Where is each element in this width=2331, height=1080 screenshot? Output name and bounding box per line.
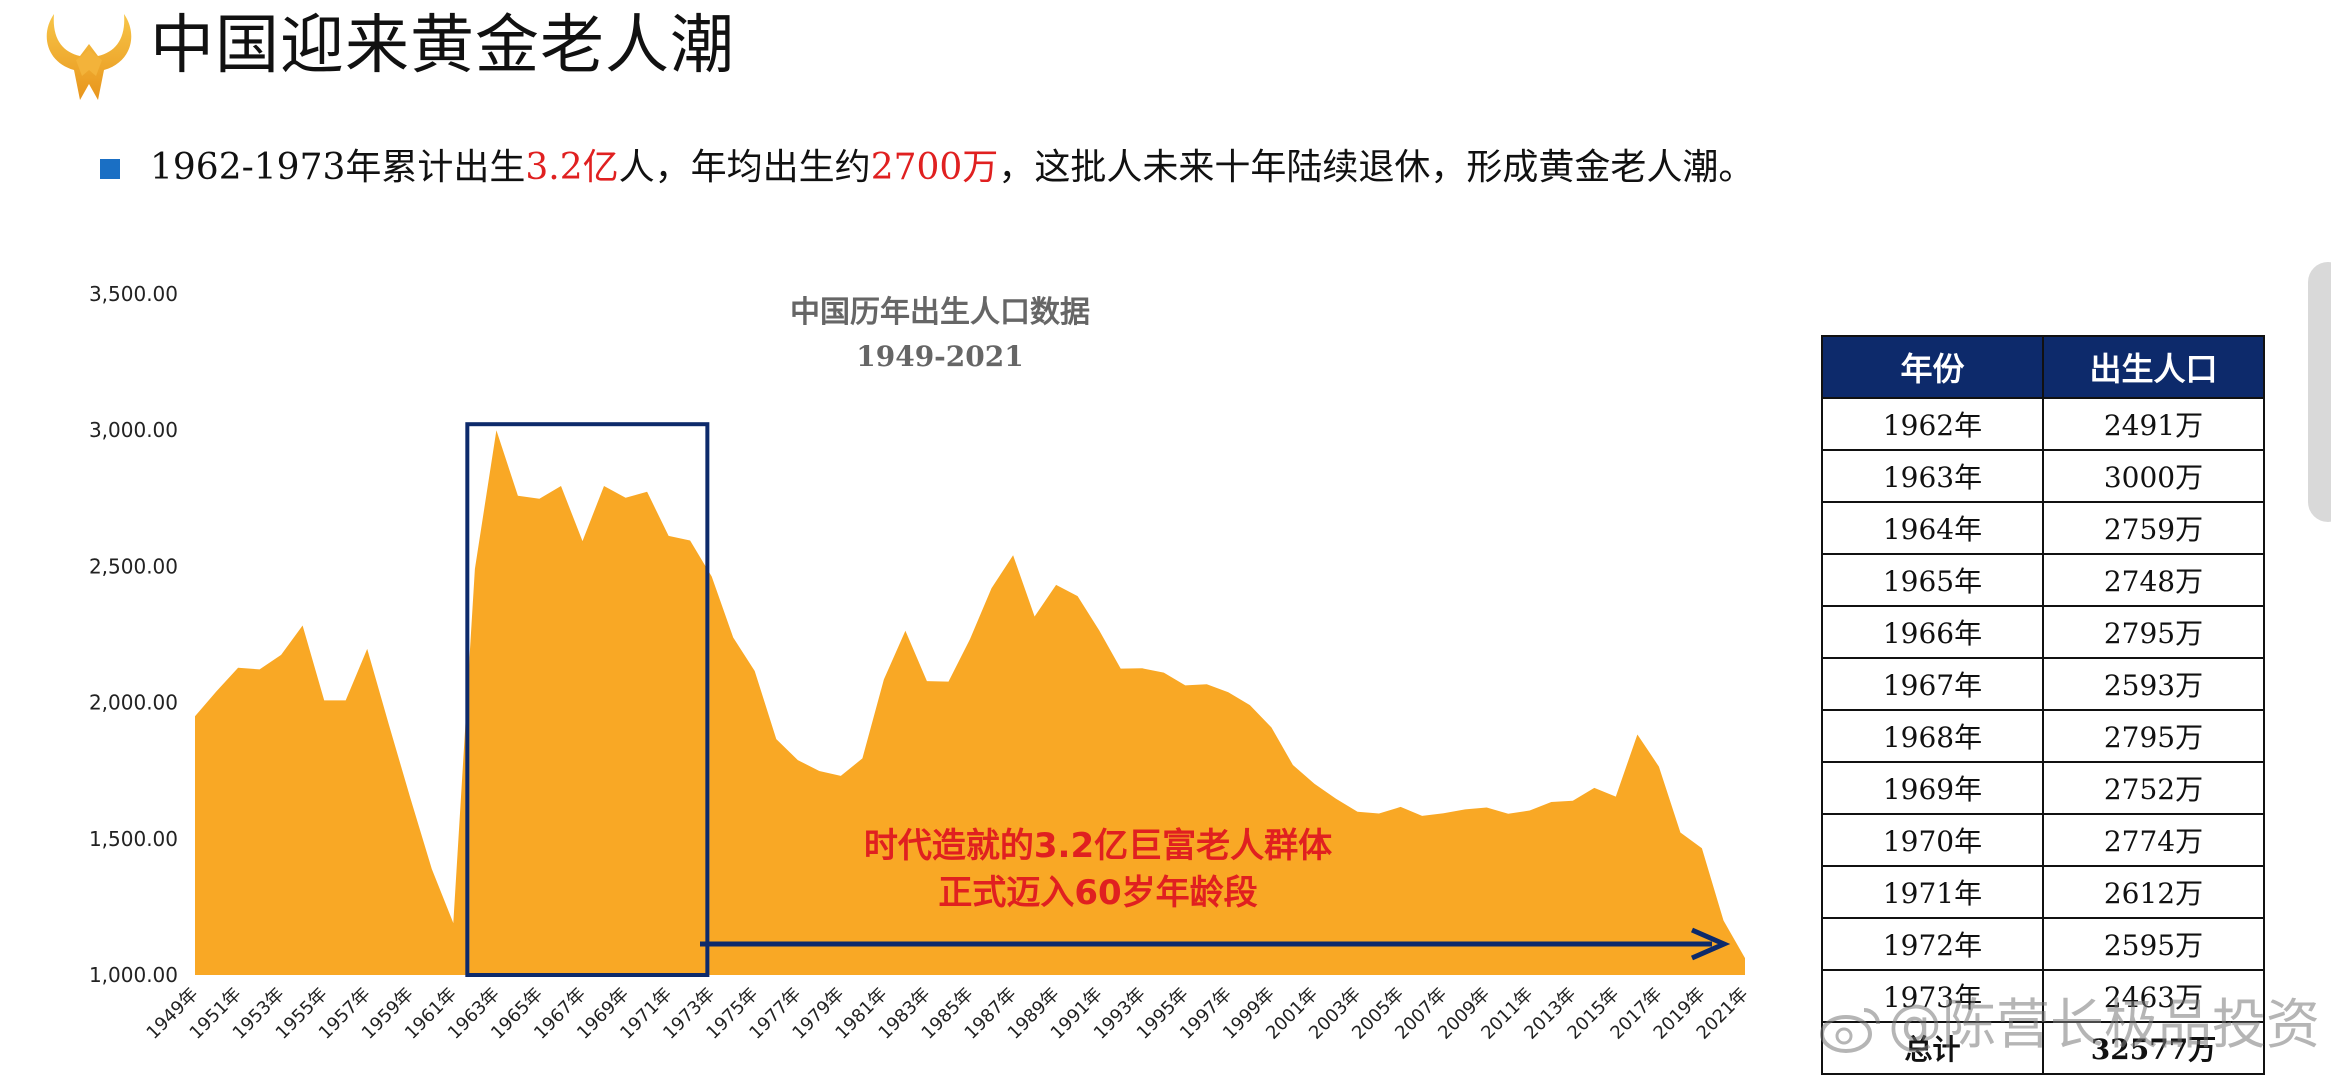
births-cell: 2795万 xyxy=(2042,605,2265,659)
bull-logo-icon xyxy=(46,14,132,100)
year-cell: 1965年 xyxy=(1821,553,2044,607)
year-cell: 1962年 xyxy=(1821,397,2044,451)
year-cell: 1970年 xyxy=(1821,813,2044,867)
year-cell: 1973年 xyxy=(1821,969,2044,1023)
subtitle-highlight: 3.2亿 xyxy=(525,147,619,188)
year-cell: 1972年 xyxy=(1821,917,2044,971)
annotation-line-1: 时代造就的3.2亿巨富老人群体 xyxy=(864,826,1332,866)
table-header-births: 出生人口 xyxy=(2042,335,2265,399)
bullet-square-icon xyxy=(100,159,120,179)
year-cell: 1963年 xyxy=(1821,449,2044,503)
table-row: 1964年 2759万 xyxy=(1821,501,2265,555)
table-row: 1969年 2752万 xyxy=(1821,761,2265,815)
y-tick-label: 1,000.00 xyxy=(89,963,178,987)
births-cell: 32577万 xyxy=(2042,1021,2265,1075)
chart-title: 中国历年出生人口数据 xyxy=(790,295,1090,330)
y-tick-label: 1,500.00 xyxy=(89,827,178,851)
birth-table: 年份 出生人口 1962年 2491万 1963年 3000万 1964年 2759万 19… xyxy=(1821,335,2265,1075)
births-cell: 2612万 xyxy=(2042,865,2265,919)
highlight-box xyxy=(465,422,710,977)
year-cell: 1971年 xyxy=(1821,865,2044,919)
watermark: @陈营长极品投资 xyxy=(1820,985,2320,1065)
birth-area-series xyxy=(195,430,1745,975)
y-tick-label: 3,500.00 xyxy=(89,282,178,306)
year-cell: 1968年 xyxy=(1821,709,2044,763)
subtitle-text: 1962-1973年累计出生3.2亿人，年均出生约2700万，这批人未来十年陆续… xyxy=(150,138,1754,198)
weibo-icon xyxy=(1820,1008,1880,1054)
arrow-head-icon xyxy=(1690,927,1731,961)
year-cell: 1967年 xyxy=(1821,657,2044,711)
page-title: 中国迎来黄金老人潮 xyxy=(150,9,735,83)
annotation-line-2: 正式迈入60岁年龄段 xyxy=(938,873,1257,913)
year-cell: 1969年 xyxy=(1821,761,2044,815)
table-header-year: 年份 xyxy=(1821,335,2044,399)
x-axis-labels: 1949年1951年1953年1955年1957年1959年1961年1963年… xyxy=(143,984,1753,1044)
births-cell: 2491万 xyxy=(2042,397,2265,451)
table-row: 1971年 2612万 xyxy=(1821,865,2265,919)
subtitle-part: 1962-1973年累计出生 xyxy=(150,147,526,188)
y-tick-label: 2,500.00 xyxy=(89,554,178,578)
births-cell: 2595万 xyxy=(2042,917,2265,971)
year-cell: 1966年 xyxy=(1821,605,2044,659)
births-cell: 2795万 xyxy=(2042,709,2265,763)
table-row: 1962年 2491万 xyxy=(1821,397,2265,451)
year-cell: 1964年 xyxy=(1821,501,2044,555)
y-tick-label: 2,000.00 xyxy=(89,691,178,715)
y-tick-label: 3,000.00 xyxy=(89,418,178,442)
table-row: 1966年 2795万 xyxy=(1821,605,2265,659)
births-cell: 3000万 xyxy=(2042,449,2265,503)
y-axis-labels: 3,500.00 3,000.00 2,500.00 2,000.00 1,500.00… xyxy=(89,282,178,987)
chart-subtitle: 1949-2021 xyxy=(856,340,1023,373)
table-total-row: 总计 32577万 xyxy=(1821,1021,2265,1075)
births-cell: 2748万 xyxy=(2042,553,2265,607)
births-cell: 2463万 xyxy=(2042,969,2265,1023)
births-cell: 2759万 xyxy=(2042,501,2265,555)
table-row: 1963年 3000万 xyxy=(1821,449,2265,503)
subtitle-highlight: 2700万 xyxy=(870,147,999,188)
table-row: 1972年 2595万 xyxy=(1821,917,2265,971)
births-cell: 2752万 xyxy=(2042,761,2265,815)
subtitle-part: 人，年均出生约 xyxy=(618,147,871,188)
births-cell: 2593万 xyxy=(2042,657,2265,711)
side-scroll-handle[interactable] xyxy=(2308,262,2331,522)
table-row: 1967年 2593万 xyxy=(1821,657,2265,711)
table-row: 1970年 2774万 xyxy=(1821,813,2265,867)
births-cell: 2774万 xyxy=(2042,813,2265,867)
watermark-text: @陈营长极品投资 xyxy=(1888,993,2320,1056)
table-row: 1965年 2748万 xyxy=(1821,553,2265,607)
subtitle-part: ，这批人未来十年陆续退休，形成黄金老人潮。 xyxy=(998,147,1755,188)
table-row: 1968年 2795万 xyxy=(1821,709,2265,763)
table-row: 1973年 2463万 xyxy=(1821,969,2265,1023)
birth-population-chart: 3,500.00 3,000.00 2,500.00 2,000.00 1,500.00… xyxy=(89,282,1753,1044)
